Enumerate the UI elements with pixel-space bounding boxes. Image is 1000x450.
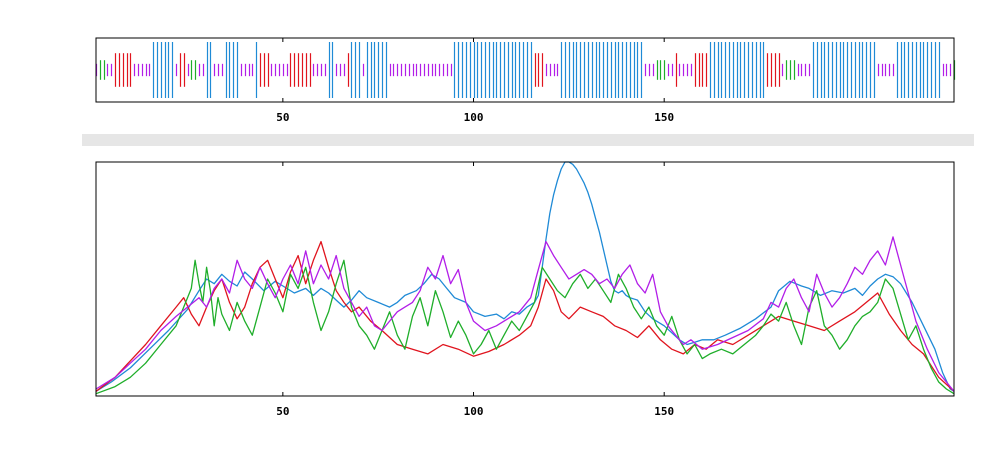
bottom-tick-label: 100: [464, 405, 484, 418]
top-x-axis: 50 100 150: [276, 38, 674, 124]
profile-lines: [95, 161, 955, 395]
top-tick-label: 150: [654, 111, 674, 124]
sequence-track-frame: [95, 37, 955, 103]
sequence-track-chart: 50 100 150: [95, 37, 956, 124]
bottom-x-axis: 50 100 150: [276, 162, 674, 418]
profile-line-green: [95, 259, 955, 395]
profile-line-red: [95, 240, 955, 392]
top-tick-label: 50: [276, 111, 289, 124]
profile-line-chart: 50 100 150: [95, 161, 955, 418]
profile-line-magenta: [95, 236, 955, 392]
panel-divider-band: [82, 134, 974, 146]
sequence-bars: [95, 42, 956, 98]
bottom-tick-label: 50: [276, 405, 289, 418]
bottom-tick-label: 150: [654, 405, 674, 418]
profile-line-blue: [95, 161, 955, 392]
top-tick-label: 100: [464, 111, 484, 124]
profile-chart-frame: [95, 161, 955, 397]
